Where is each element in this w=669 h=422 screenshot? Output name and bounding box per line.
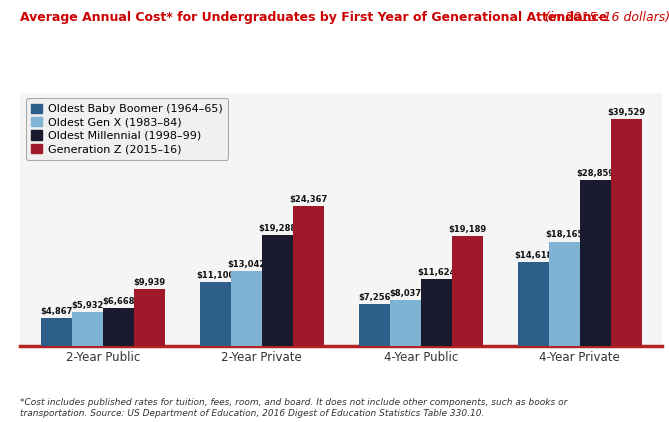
- Text: Average Annual Cost* for Undergraduates by First Year of Generational Attendance: Average Annual Cost* for Undergraduates …: [20, 11, 612, 24]
- Bar: [41, 318, 72, 346]
- Legend: Oldest Baby Boomer (1964–65), Oldest Gen X (1983–84), Oldest Millennial (1998–99: Oldest Baby Boomer (1964–65), Oldest Gen…: [25, 98, 228, 160]
- Text: *Cost includes published rates for tuition, fees, room, and board. It does not i: *Cost includes published rates for tuiti…: [20, 398, 567, 418]
- Bar: [611, 119, 642, 346]
- Bar: [103, 308, 134, 346]
- Bar: [549, 241, 579, 346]
- Text: $19,189: $19,189: [448, 225, 486, 234]
- Text: $6,668: $6,668: [102, 297, 134, 306]
- Text: $8,037: $8,037: [389, 289, 421, 298]
- Text: $4,867: $4,867: [40, 307, 72, 316]
- Text: $14,618: $14,618: [514, 251, 553, 260]
- Text: $11,100: $11,100: [196, 271, 234, 280]
- Bar: [579, 180, 611, 346]
- Text: $19,288: $19,288: [258, 224, 296, 233]
- Bar: [293, 206, 324, 346]
- Text: $18,165: $18,165: [545, 230, 583, 240]
- Bar: [452, 235, 482, 346]
- Bar: [359, 304, 389, 346]
- Bar: [200, 282, 231, 346]
- Bar: [421, 279, 452, 346]
- Text: $28,859: $28,859: [576, 169, 614, 178]
- Text: $24,367: $24,367: [289, 195, 327, 204]
- Text: $13,042: $13,042: [227, 260, 266, 269]
- Bar: [231, 271, 262, 346]
- Text: $39,529: $39,529: [607, 108, 645, 116]
- Bar: [72, 312, 103, 346]
- Bar: [389, 300, 421, 346]
- Bar: [262, 235, 293, 346]
- Text: $5,932: $5,932: [71, 301, 104, 310]
- Text: (in 2015–16 dollars): (in 2015–16 dollars): [545, 11, 669, 24]
- Text: $11,624: $11,624: [417, 268, 456, 277]
- Text: $7,256: $7,256: [358, 293, 391, 302]
- Text: $9,939: $9,939: [133, 278, 165, 287]
- Bar: [134, 289, 165, 346]
- Bar: [518, 262, 549, 346]
